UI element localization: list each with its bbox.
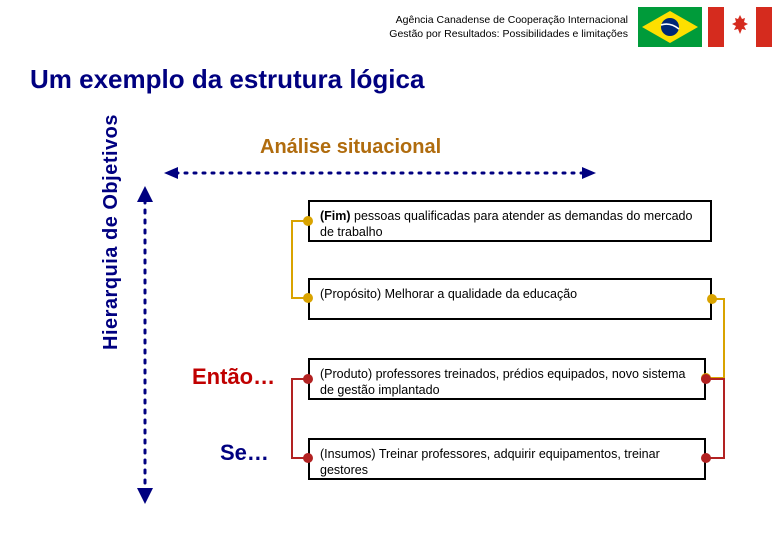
slide-root: Agência Canadense de Cooperação Internac… bbox=[0, 0, 780, 540]
label-entao: Então… bbox=[192, 364, 275, 390]
label-se: Se… bbox=[220, 440, 269, 466]
canada-flag-icon bbox=[708, 7, 772, 47]
brazil-flag-icon bbox=[638, 7, 702, 47]
header: Agência Canadense de Cooperação Internac… bbox=[0, 6, 780, 48]
subtitle: Análise situacional bbox=[260, 136, 441, 159]
vertical-dotted-arrow bbox=[136, 186, 154, 504]
header-text: Agência Canadense de Cooperação Internac… bbox=[389, 13, 628, 41]
box-fim-prefix: (Fim) bbox=[320, 209, 354, 223]
header-line1: Agência Canadense de Cooperação Internac… bbox=[389, 13, 628, 27]
horizontal-dotted-arrow bbox=[164, 166, 596, 180]
box-insumos: (Insumos) Treinar professores, adquirir … bbox=[308, 438, 706, 480]
page-title: Um exemplo da estrutura lógica bbox=[30, 64, 424, 95]
box-proposito: (Propósito) Melhorar a qualidade da educ… bbox=[308, 278, 712, 320]
box-produto: (Produto) professores treinados, prédios… bbox=[308, 358, 706, 400]
header-line2: Gestão por Resultados: Possibilidades e … bbox=[389, 27, 628, 41]
box-fim-text: pessoas qualificadas para atender as dem… bbox=[320, 209, 692, 239]
box-fim: (Fim) pessoas qualificadas para atender … bbox=[308, 200, 712, 242]
vertical-axis-label: Hierarquia de Objetivos bbox=[100, 114, 123, 350]
